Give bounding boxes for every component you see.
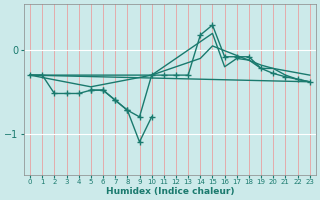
X-axis label: Humidex (Indice chaleur): Humidex (Indice chaleur)	[106, 187, 234, 196]
